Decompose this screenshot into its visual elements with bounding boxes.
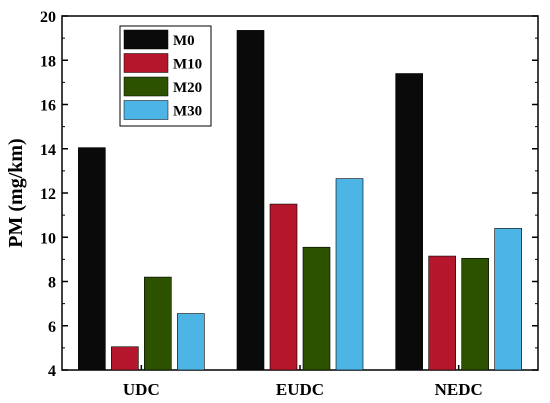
y-tick-label: 10	[40, 230, 56, 247]
bar-udc-m10	[111, 346, 139, 371]
y-tick-label: 6	[48, 319, 56, 336]
y-tick-label: 8	[48, 275, 56, 292]
legend-swatch-m30	[123, 100, 169, 120]
bar-udc-m30	[177, 313, 205, 371]
x-tick-label-eudc: EUDC	[276, 380, 324, 399]
legend-label-m0: M0	[173, 33, 195, 49]
bar-eudc-m20	[302, 246, 331, 371]
legend-label-m10: M10	[173, 57, 202, 73]
bar-nedc-m0	[395, 73, 423, 371]
y-axis-title: PM (mg/km)	[5, 138, 27, 247]
y-tick-label: 20	[40, 9, 56, 26]
bar-eudc-m0	[236, 30, 265, 371]
bar-udc-m0	[78, 147, 106, 371]
legend-label-m30: M30	[173, 104, 202, 120]
x-tick-label-nedc: NEDC	[435, 380, 483, 399]
legend-label-m20: M20	[173, 80, 202, 96]
y-axis: 4 6 8 10 12 14 16 18 20	[40, 9, 538, 380]
y-tick-label: 4	[48, 363, 56, 380]
legend-swatch-m0	[123, 29, 169, 50]
bars-group	[78, 30, 522, 371]
legend: M0 M10 M20 M30	[119, 25, 212, 127]
legend-swatch-m20	[123, 76, 169, 97]
bar-eudc-m30	[335, 178, 364, 371]
bar-eudc-m10	[269, 203, 298, 371]
bar-udc-m20	[144, 276, 172, 371]
y-tick-label: 18	[40, 53, 56, 70]
bar-nedc-m10	[428, 255, 456, 371]
x-tick-label-udc: UDC	[123, 380, 160, 399]
y-tick-label: 16	[40, 98, 56, 115]
y-tick-label: 14	[40, 142, 56, 159]
legend-swatch-m10	[123, 53, 169, 73]
y-tick-label: 12	[40, 186, 56, 203]
bar-nedc-m30	[494, 228, 522, 371]
bar-nedc-m20	[461, 257, 489, 371]
x-axis: UDC EUDC NEDC	[123, 365, 483, 399]
